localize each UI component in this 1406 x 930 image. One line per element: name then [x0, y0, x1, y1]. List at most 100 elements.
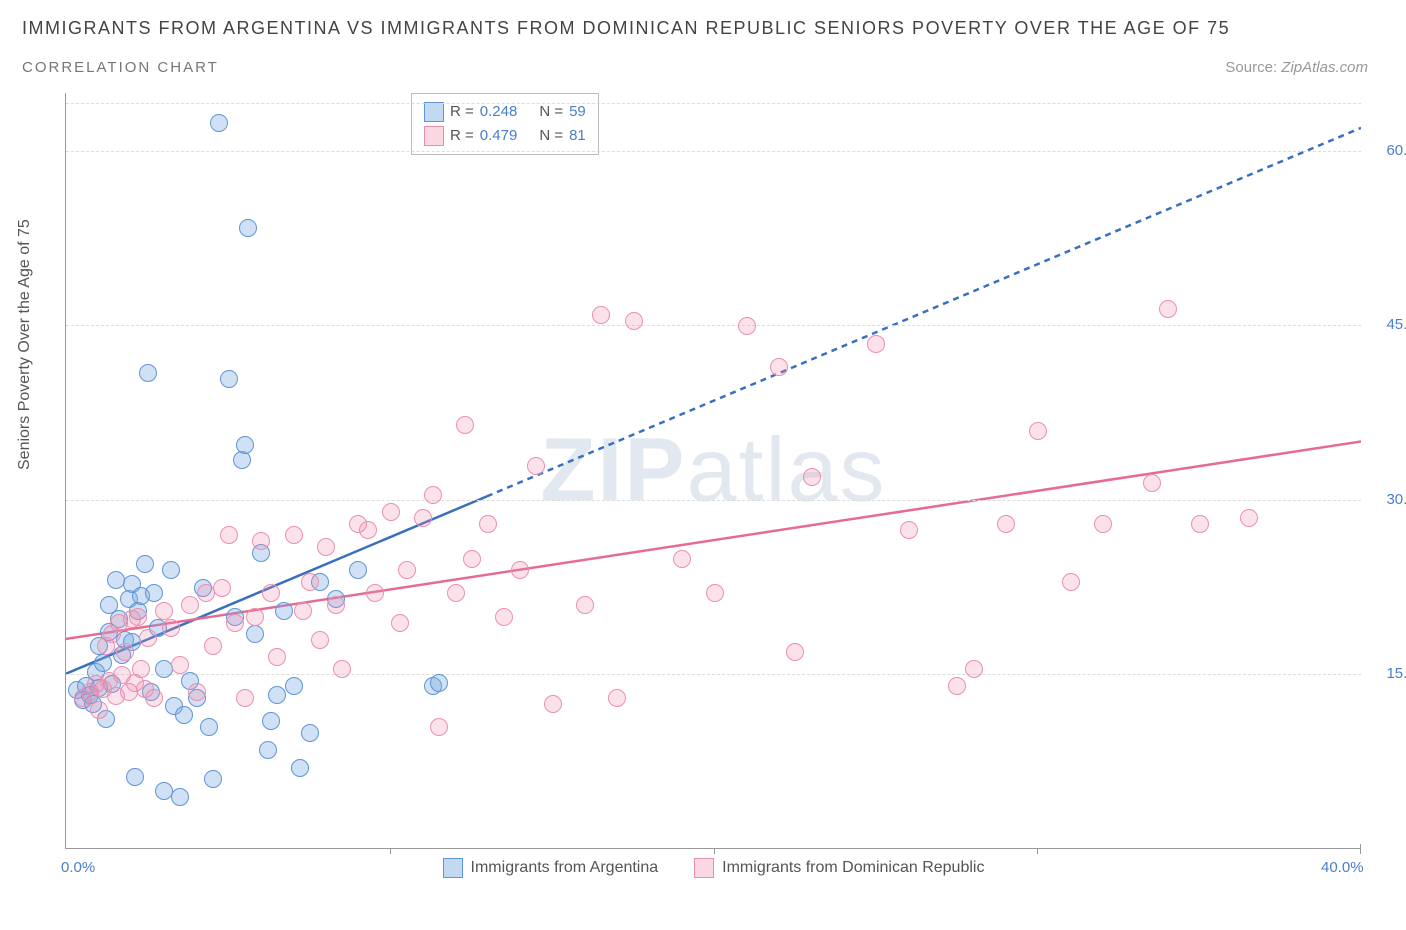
- data-point: [1094, 515, 1112, 533]
- data-point: [220, 370, 238, 388]
- data-point: [233, 451, 251, 469]
- data-point: [900, 521, 918, 539]
- data-point: [311, 631, 329, 649]
- data-point: [116, 643, 134, 661]
- trend-lines: [66, 93, 1361, 848]
- x-tick-mark: [1037, 848, 1038, 854]
- source-attribution: Source: ZipAtlas.com: [1225, 59, 1368, 76]
- x-tick-mark: [390, 848, 391, 854]
- data-point: [706, 584, 724, 602]
- y-tick-label: 60.0%: [1369, 142, 1406, 159]
- data-point: [246, 608, 264, 626]
- series-name-argentina: Immigrants from Argentina: [471, 859, 659, 877]
- data-point: [175, 706, 193, 724]
- data-point: [1143, 474, 1161, 492]
- x-tick-mark: [714, 848, 715, 854]
- data-point: [349, 561, 367, 579]
- data-point: [398, 561, 416, 579]
- data-point: [136, 555, 154, 573]
- data-point: [576, 596, 594, 614]
- y-tick-label: 30.0%: [1369, 491, 1406, 508]
- data-point: [430, 674, 448, 692]
- gridline: [66, 151, 1361, 152]
- gridline: [66, 674, 1361, 675]
- data-point: [285, 677, 303, 695]
- data-point: [359, 521, 377, 539]
- data-point: [239, 219, 257, 237]
- series-name-dominican: Immigrants from Dominican Republic: [722, 859, 984, 877]
- data-point: [447, 584, 465, 602]
- data-point: [139, 629, 157, 647]
- data-point: [181, 596, 199, 614]
- watermark-light: atlas: [686, 420, 886, 520]
- data-point: [139, 364, 157, 382]
- y-axis-label: Seniors Poverty Over the Age of 75: [16, 219, 34, 470]
- data-point: [204, 770, 222, 788]
- data-point: [592, 306, 610, 324]
- data-point: [246, 625, 264, 643]
- data-point: [155, 660, 173, 678]
- data-point: [236, 436, 254, 454]
- data-point: [301, 573, 319, 591]
- data-point: [90, 701, 108, 719]
- data-point: [171, 656, 189, 674]
- y-tick-label: 15.0%: [1369, 665, 1406, 682]
- data-point: [171, 788, 189, 806]
- data-point: [456, 416, 474, 434]
- data-point: [162, 561, 180, 579]
- data-point: [430, 718, 448, 736]
- data-point: [770, 358, 788, 376]
- data-point: [188, 683, 206, 701]
- data-point: [527, 457, 545, 475]
- data-point: [107, 571, 125, 589]
- data-point: [220, 526, 238, 544]
- data-point: [145, 584, 163, 602]
- data-point: [965, 660, 983, 678]
- data-point: [268, 686, 286, 704]
- watermark-bold: ZIP: [540, 420, 686, 520]
- r-label: R =: [450, 124, 474, 148]
- data-point: [414, 509, 432, 527]
- r-value-dominican: 0.479: [480, 124, 518, 148]
- legend-item-argentina: Immigrants from Argentina: [443, 858, 659, 878]
- data-point: [608, 689, 626, 707]
- trend-line: [487, 128, 1361, 496]
- y-tick-label: 45.0%: [1369, 316, 1406, 333]
- legend-row-dominican: R = 0.479 N = 81: [424, 124, 586, 148]
- data-point: [463, 550, 481, 568]
- data-point: [252, 532, 270, 550]
- data-point: [268, 648, 286, 666]
- data-point: [1240, 509, 1258, 527]
- data-point: [162, 619, 180, 637]
- data-point: [366, 584, 384, 602]
- data-point: [997, 515, 1015, 533]
- x-tick-mark: [1360, 844, 1361, 854]
- watermark: ZIPatlas: [540, 419, 886, 522]
- source-prefix: Source:: [1225, 59, 1281, 76]
- data-point: [1191, 515, 1209, 533]
- data-point: [479, 515, 497, 533]
- data-point: [262, 584, 280, 602]
- swatch-pink-icon: [424, 126, 444, 146]
- data-point: [1029, 422, 1047, 440]
- data-point: [204, 637, 222, 655]
- data-point: [213, 579, 231, 597]
- data-point: [803, 468, 821, 486]
- gridline: [66, 103, 1361, 104]
- data-point: [544, 695, 562, 713]
- x-tick-label: 0.0%: [61, 859, 95, 876]
- data-point: [786, 643, 804, 661]
- data-point: [236, 689, 254, 707]
- source-name: ZipAtlas.com: [1281, 59, 1368, 76]
- n-value-dominican: 81: [569, 124, 586, 148]
- data-point: [317, 538, 335, 556]
- data-point: [673, 550, 691, 568]
- data-point: [145, 689, 163, 707]
- swatch-blue-icon: [443, 858, 463, 878]
- data-point: [275, 602, 293, 620]
- data-point: [226, 614, 244, 632]
- n-label: N =: [539, 124, 563, 148]
- data-point: [294, 602, 312, 620]
- data-point: [382, 503, 400, 521]
- data-point: [424, 486, 442, 504]
